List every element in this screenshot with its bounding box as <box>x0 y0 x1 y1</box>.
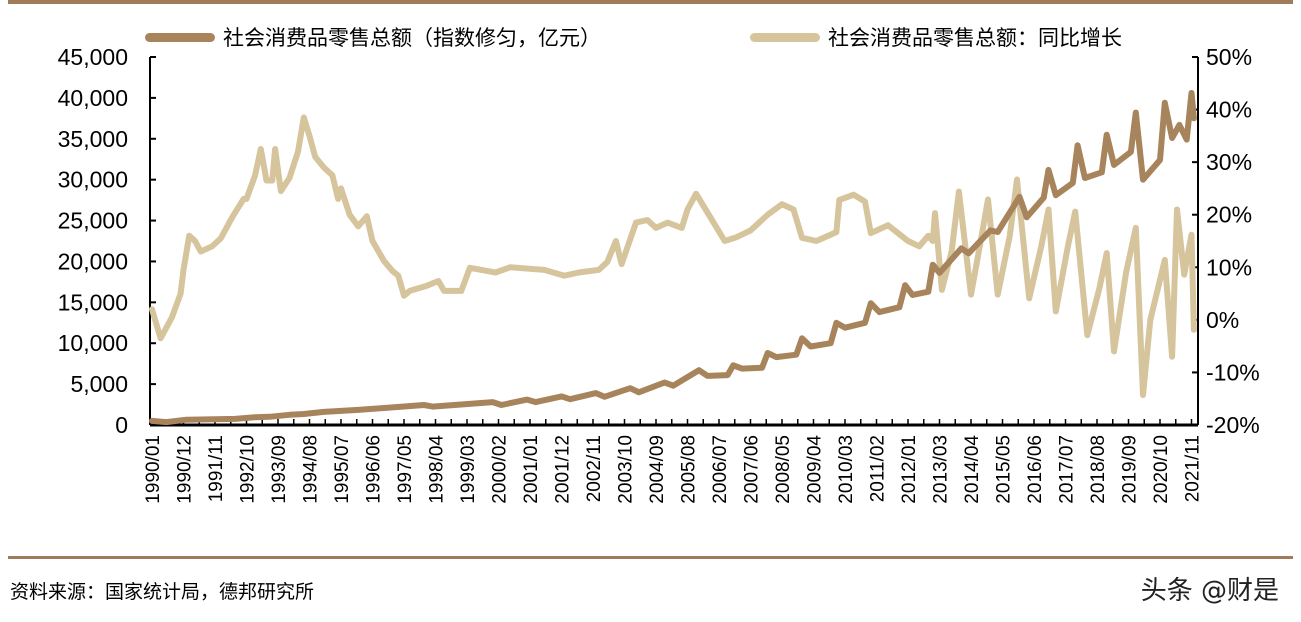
right-tick-label: 0% <box>1206 307 1239 333</box>
x-tick-label: 2013/03 <box>931 435 952 504</box>
series-line-yoy-growth <box>149 114 1197 398</box>
legend-item-retail-sales: 社会消费品零售总额（指数修匀，亿元） <box>145 22 601 52</box>
right-tick-label: 10% <box>1206 254 1252 280</box>
x-tick-label: 2007/06 <box>742 435 763 504</box>
x-tick-label: 1994/08 <box>301 435 322 504</box>
watermark: 头条 @财是 <box>1140 576 1279 606</box>
x-tick-label: 2015/05 <box>994 435 1015 504</box>
x-tick-label: 2020/10 <box>1151 435 1172 504</box>
left-tick-label: 5,000 <box>70 371 128 397</box>
x-tick-label: 2004/09 <box>647 435 668 504</box>
left-tick-label: 45,000 <box>58 44 128 70</box>
legend-item-yoy-growth: 社会消费品零售总额：同比增长 <box>750 22 1122 52</box>
x-tick-label: 2014/04 <box>962 435 983 504</box>
left-tick-label: 40,000 <box>58 85 128 111</box>
source-note: 资料来源：国家统计局，德邦研究所 <box>10 581 315 603</box>
x-tick-label: 1990/01 <box>143 435 164 504</box>
left-tick-label: 0 <box>115 412 128 438</box>
x-tick-label: 2001/12 <box>553 435 574 504</box>
x-tick-label: 2021/11 <box>1183 435 1204 502</box>
x-tick-label: 1993/09 <box>269 435 290 504</box>
x-tick-label: 1996/06 <box>364 435 385 504</box>
x-tick-label: 2002/11 <box>584 435 605 502</box>
left-tick-label: 25,000 <box>58 208 128 234</box>
legend-label: 社会消费品零售总额：同比增长 <box>828 26 1122 50</box>
x-tick-label: 2016/06 <box>1025 435 1046 504</box>
x-tick-label: 1991/11 <box>206 435 227 502</box>
series-line-retail-sales <box>149 90 1197 426</box>
legend-swatch-brown <box>145 32 215 42</box>
x-tick-label: 2012/01 <box>899 435 920 504</box>
left-tick-label: 30,000 <box>58 167 128 193</box>
x-tick-label: 2000/02 <box>490 435 511 504</box>
x-tick-label: 1999/03 <box>458 435 479 504</box>
left-tick-label: 35,000 <box>58 126 128 152</box>
bottom-rule <box>8 556 1293 559</box>
legend-swatch-tan <box>750 32 820 42</box>
x-tick-label: 2003/10 <box>616 435 637 504</box>
x-tick-label: 2001/01 <box>521 435 542 504</box>
legend-label: 社会消费品零售总额（指数修匀，亿元） <box>223 26 601 50</box>
x-tick-label: 1995/07 <box>332 435 353 504</box>
x-tick-label: 2017/07 <box>1057 435 1078 504</box>
x-tick-label: 1992/10 <box>238 435 259 504</box>
x-tick-label: 1997/05 <box>395 435 416 504</box>
x-tick-label: 2011/02 <box>868 435 889 502</box>
right-tick-label: 40% <box>1206 97 1252 123</box>
left-tick-label: 15,000 <box>58 289 128 315</box>
x-tick-label: 1998/04 <box>427 435 448 504</box>
left-tick-label: 10,000 <box>58 330 128 356</box>
left-tick-label: 20,000 <box>58 248 128 274</box>
top-rule <box>8 0 1293 4</box>
x-tick-label: 2010/03 <box>836 435 857 504</box>
x-tick-label: 2006/07 <box>710 435 731 504</box>
right-tick-label: 30% <box>1206 149 1252 175</box>
x-tick-label: 2009/04 <box>805 435 826 504</box>
x-tick-label: 2018/08 <box>1088 435 1109 504</box>
x-tick-label: 2008/05 <box>773 435 794 504</box>
right-tick-label: 50% <box>1206 44 1252 70</box>
right-tick-label: -10% <box>1206 359 1260 385</box>
right-tick-label: 20% <box>1206 202 1252 228</box>
chart: 0 5,000 10,000 15,000 20,000 25,000 30,000 35,0… <box>58 44 1260 504</box>
right-tick-label: -20% <box>1206 412 1260 438</box>
x-tick-label: 2019/09 <box>1120 435 1141 504</box>
x-tick-label: 1990/12 <box>175 435 196 504</box>
x-tick-label: 2005/08 <box>679 435 700 504</box>
